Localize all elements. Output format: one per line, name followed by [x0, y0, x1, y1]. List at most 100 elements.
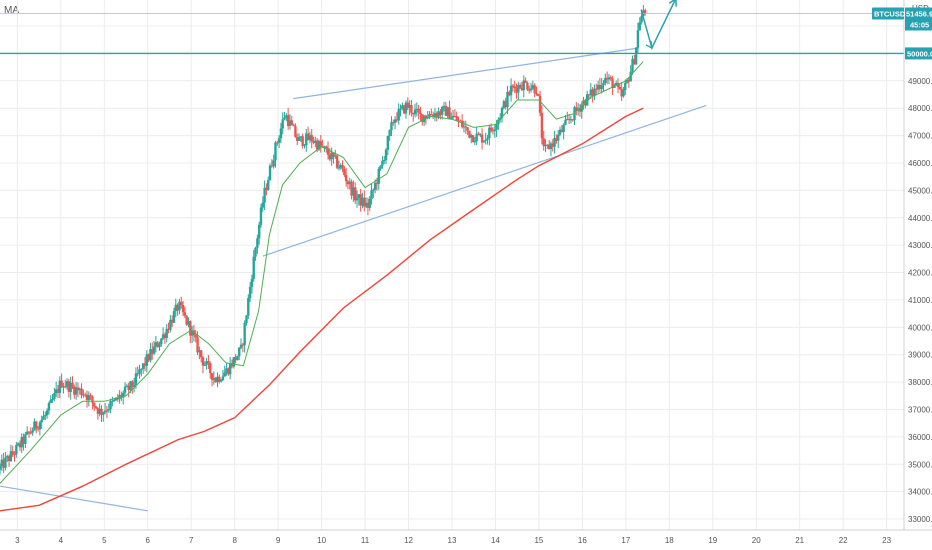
- candle-body: [112, 399, 116, 401]
- candle-body: [339, 165, 342, 168]
- x-tick-label: 14: [491, 536, 500, 545]
- candle-body: [428, 114, 431, 118]
- candle-body: [125, 385, 129, 387]
- candle-body: [627, 79, 631, 82]
- x-tick-label: 7: [189, 536, 194, 545]
- x-tick-label: 22: [839, 536, 848, 545]
- x-tick-label: 5: [102, 536, 107, 545]
- candle-body: [537, 93, 540, 96]
- candle-body: [76, 387, 80, 391]
- candle-body: [145, 354, 149, 366]
- candle-body: [24, 434, 27, 444]
- candle-body: [276, 142, 279, 144]
- candle-body: [424, 115, 428, 119]
- candle-body: [181, 304, 185, 313]
- candle-body: [0, 459, 4, 466]
- candle-body: [127, 385, 130, 391]
- candle-body: [404, 102, 408, 114]
- y-tick-label: 35000.0: [908, 460, 932, 469]
- candle-body: [598, 85, 602, 90]
- y-tick-label: 43000.0: [908, 241, 932, 250]
- candle-body: [359, 194, 362, 206]
- candle-body: [134, 373, 138, 386]
- candle-body: [395, 119, 399, 121]
- candle-body: [477, 133, 480, 135]
- candle-body: [56, 389, 60, 393]
- candle-body: [261, 202, 264, 208]
- candle-body: [109, 400, 112, 410]
- candle-body: [152, 346, 156, 354]
- candle-body: [557, 134, 560, 141]
- candle-body: [470, 135, 473, 138]
- candle-body: [587, 94, 591, 96]
- candle-body: [361, 197, 364, 206]
- candle-body: [631, 58, 634, 72]
- trendline: [0, 485, 148, 512]
- candle-body: [457, 120, 460, 122]
- projection-path: [640, 0, 676, 51]
- candle-body: [51, 399, 54, 401]
- candle-body: [484, 139, 487, 141]
- candle-body: [569, 119, 573, 121]
- y-tick-label: 39000.0: [908, 351, 932, 360]
- candle-body: [190, 330, 194, 336]
- candle-body: [151, 349, 154, 354]
- y-tick-label: 33000.0: [908, 515, 932, 524]
- candle-body: [138, 369, 141, 375]
- candle-body: [218, 376, 221, 382]
- candle-body: [511, 85, 515, 87]
- countdown-tag-text: 45:05: [910, 21, 929, 30]
- candle-body: [486, 138, 489, 140]
- candle-body: [319, 141, 322, 147]
- candle-body: [479, 134, 482, 136]
- candle-body: [221, 376, 225, 381]
- candle-body: [502, 101, 506, 108]
- candle-body: [437, 111, 440, 117]
- candle-body: [58, 380, 62, 393]
- y-tick-label: 37000.0: [908, 405, 932, 414]
- candle-body: [67, 381, 71, 393]
- candle-body: [341, 165, 344, 169]
- candle-body: [609, 77, 612, 79]
- candle-body: [93, 402, 96, 407]
- candle-body: [531, 85, 535, 89]
- candle-body: [401, 105, 404, 109]
- x-tick-label: 15: [534, 536, 543, 545]
- candle-body: [508, 91, 511, 96]
- candle-body: [154, 342, 158, 347]
- y-tick-label: 38000.0: [908, 378, 932, 387]
- candle-body: [312, 141, 315, 143]
- candle-body: [410, 104, 413, 113]
- countdown-tag: [905, 19, 932, 31]
- candle-body: [381, 160, 384, 166]
- candle-body: [373, 182, 377, 190]
- candle-body: [549, 143, 553, 150]
- candle-body: [408, 104, 411, 108]
- candle-body: [132, 385, 136, 387]
- candle-body: [343, 168, 346, 176]
- x-tick-label: 11: [361, 536, 370, 545]
- candle-body: [165, 328, 168, 339]
- level-tag-text: 50000.0: [907, 49, 932, 58]
- candle-body: [279, 128, 283, 139]
- candle-body: [491, 130, 495, 132]
- candle-body: [205, 361, 208, 365]
- candle-body: [140, 368, 143, 370]
- candle-body: [254, 247, 257, 257]
- candle-body: [459, 120, 462, 122]
- candle-body: [7, 456, 11, 462]
- candle-body: [315, 140, 319, 150]
- candle-body: [326, 148, 330, 155]
- resistance-level: [0, 13, 904, 55]
- candle-body: [517, 84, 520, 93]
- indicator-label-ma[interactable]: MA: [4, 5, 19, 16]
- candle-body: [234, 357, 237, 361]
- candle-body: [13, 454, 16, 456]
- trendline: [262, 104, 707, 257]
- candle-body: [392, 122, 395, 124]
- candle-body: [296, 136, 299, 141]
- candle-body: [45, 410, 49, 416]
- candle-body: [475, 133, 478, 142]
- candle-body: [277, 138, 281, 143]
